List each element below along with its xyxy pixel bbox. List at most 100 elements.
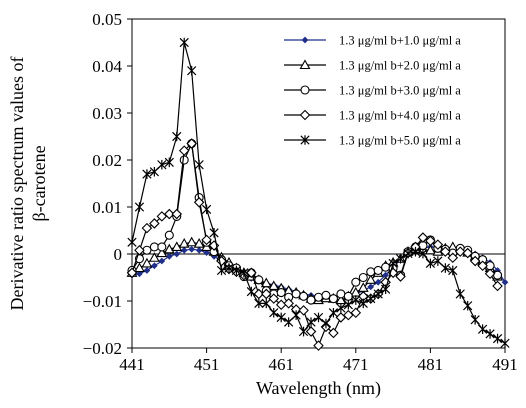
- data-point: [193, 197, 205, 208]
- data-point: [336, 303, 346, 313]
- legend-label: 1.3 μg/ml b+2.0 μg/ml a: [339, 59, 461, 73]
- data-point: [298, 326, 309, 337]
- data-point: [425, 258, 436, 269]
- data-point: [149, 242, 159, 252]
- data-point: [186, 236, 198, 247]
- data-point: [148, 252, 160, 262]
- data-point: [178, 238, 190, 248]
- legend-label: 1.3 μg/ml b+4.0 μg/ml a: [339, 109, 461, 123]
- data-point: [328, 307, 339, 318]
- data-point: [179, 37, 189, 48]
- data-point: [306, 295, 316, 305]
- data-point: [127, 237, 137, 248]
- data-point: [381, 284, 391, 295]
- data-point: [366, 267, 376, 277]
- data-point: [477, 260, 488, 272]
- legend-item: 1.3 μg/ml b+5.0 μg/ml a: [284, 134, 461, 148]
- data-point: [485, 329, 495, 339]
- data-point: [149, 166, 160, 177]
- data-point: [276, 312, 286, 323]
- data-point: [425, 235, 436, 247]
- data-point: [268, 293, 280, 304]
- data-point: [180, 246, 188, 254]
- data-point: [246, 286, 256, 297]
- data-point: [500, 338, 510, 349]
- data-point: [134, 262, 145, 273]
- data-point: [141, 257, 153, 268]
- data-point: [492, 280, 503, 292]
- data-point: [299, 109, 311, 121]
- data-point: [134, 244, 145, 256]
- x-axis-ticks: 441 451 461 471 481 491: [119, 348, 518, 374]
- legend-item: 1.3 μg/ml b+4.0 μg/ml a: [284, 109, 461, 123]
- data-point: [246, 267, 257, 279]
- data-point: [254, 298, 264, 309]
- data-point: [321, 318, 331, 329]
- legend-label: 1.3 μg/ml b+5.0 μg/ml a: [339, 134, 461, 148]
- data-point: [261, 288, 272, 300]
- data-point: [448, 265, 458, 276]
- data-point: [143, 267, 151, 274]
- series-5: [127, 37, 510, 349]
- data-point: [374, 278, 382, 286]
- data-point: [455, 289, 465, 299]
- y-axis-title-line-2: β-carotene: [29, 145, 49, 221]
- y-axis-title-line-1: Derivative ratio spectrum values of: [7, 57, 27, 311]
- data-point: [501, 278, 509, 286]
- y-tick-label: −0.01: [83, 292, 122, 311]
- data-point: [171, 241, 183, 251]
- data-point: [291, 289, 301, 299]
- data-point: [291, 310, 301, 320]
- data-point: [367, 283, 375, 291]
- data-point: [254, 275, 264, 285]
- y-tick-label: 0.05: [92, 10, 122, 29]
- series-layer: [126, 37, 510, 351]
- data-point: [224, 263, 234, 273]
- data-point: [463, 300, 473, 311]
- data-point: [134, 202, 145, 212]
- data-point: [165, 252, 173, 260]
- data-point: [440, 263, 450, 273]
- data-point: [343, 299, 353, 310]
- data-point: [179, 155, 189, 165]
- x-tick-label: 481: [418, 355, 444, 374]
- data-point: [477, 324, 488, 334]
- data-point: [151, 262, 158, 270]
- data-point: [395, 271, 406, 282]
- data-point: [172, 131, 182, 142]
- data-point: [403, 248, 413, 259]
- data-point: [440, 246, 451, 257]
- data-point: [328, 294, 338, 304]
- x-tick-label: 441: [119, 355, 145, 374]
- data-point: [373, 289, 383, 299]
- data-point: [313, 312, 324, 323]
- data-point: [187, 65, 197, 76]
- data-point: [395, 253, 406, 264]
- data-point: [299, 59, 311, 70]
- data-point: [433, 256, 443, 266]
- data-point: [492, 333, 503, 344]
- data-point: [350, 307, 362, 319]
- data-point: [462, 247, 473, 259]
- data-point: [276, 287, 286, 298]
- y-tick-label: 0.03: [92, 104, 122, 123]
- data-point: [164, 208, 175, 220]
- data-point: [209, 228, 219, 238]
- data-point: [164, 157, 174, 168]
- data-point: [193, 238, 205, 248]
- data-point: [484, 268, 496, 280]
- y-tick-label: 0.04: [92, 57, 122, 76]
- data-point: [216, 265, 227, 276]
- data-point: [157, 242, 167, 252]
- data-point: [388, 258, 398, 269]
- data-point: [188, 245, 196, 253]
- data-point: [201, 234, 212, 246]
- data-point: [298, 305, 309, 316]
- data-point: [195, 246, 203, 254]
- x-tick-label: 461: [268, 355, 294, 374]
- data-point: [424, 244, 436, 255]
- data-point: [313, 292, 324, 302]
- data-point: [343, 291, 353, 301]
